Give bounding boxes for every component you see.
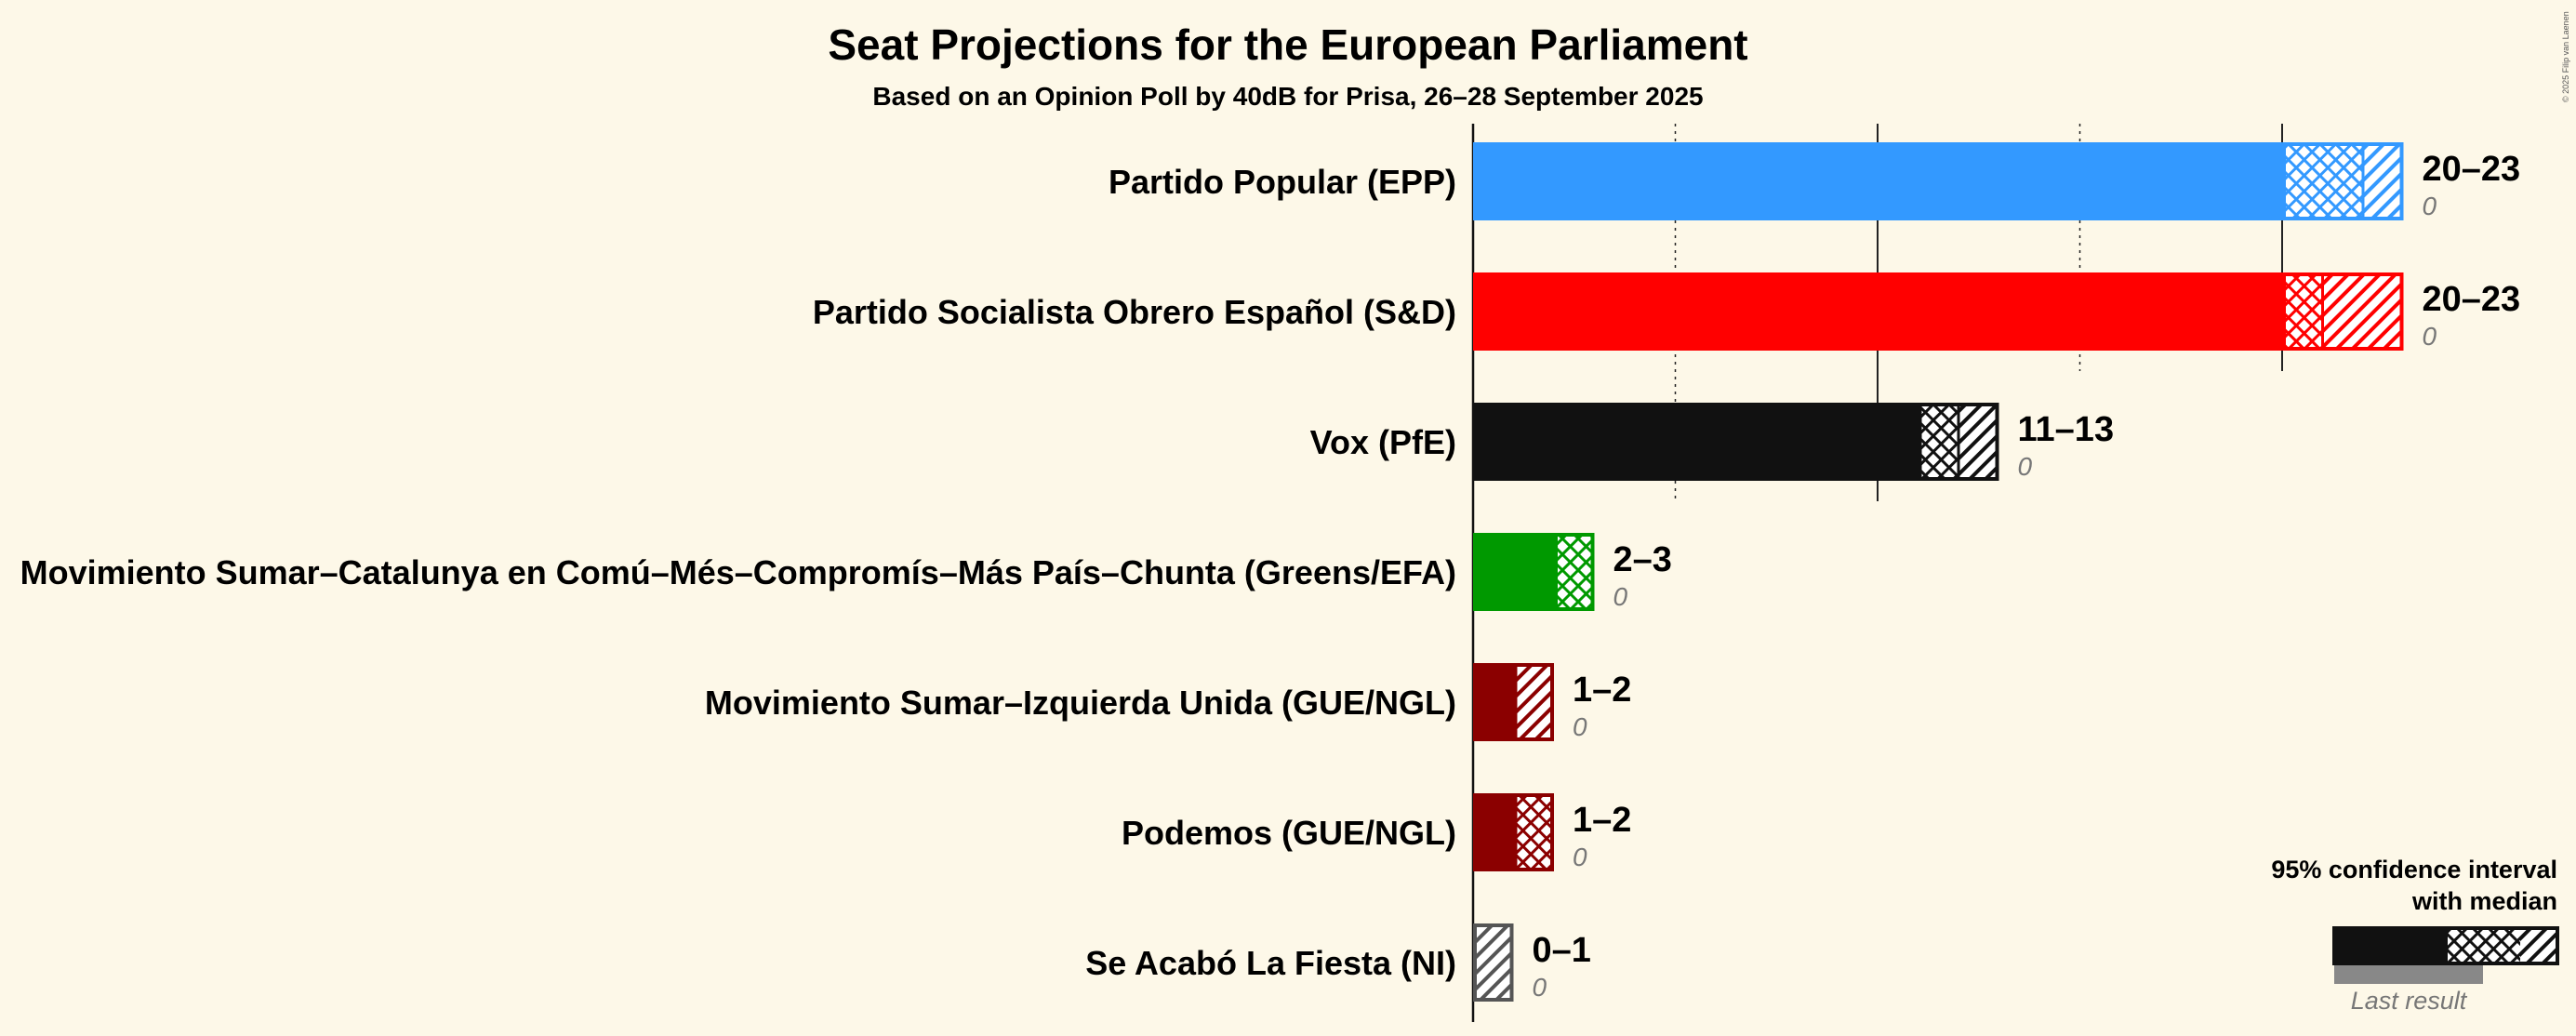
seat-range-label: 20–23	[2423, 150, 2521, 189]
party-bar-0	[1473, 142, 2404, 220]
copyright-credit: © 2025 Filip van Laenen	[2561, 11, 2570, 102]
legend-last-result-label: Last result	[2351, 987, 2468, 1015]
last-result-label: 0	[2423, 192, 2437, 220]
bar-solid-segment	[1473, 403, 1919, 481]
party-label: Vox (PfE)	[1310, 423, 1456, 461]
party-bar-1	[1473, 272, 2404, 351]
party-bar-4	[1473, 663, 1554, 741]
legend-ci-label: 95% confidence interval	[2271, 856, 2557, 883]
legend-crosshatch-segment	[2444, 926, 2520, 965]
bar-interval-outline	[2282, 142, 2404, 220]
party-label: Movimiento Sumar–Catalunya en Comú–Més–C…	[20, 553, 1456, 591]
seat-range-label: 2–3	[1613, 540, 1672, 579]
bar-hatch-segment	[1959, 403, 1999, 481]
party-label: Se Acabó La Fiesta (NI)	[1085, 944, 1456, 982]
party-label: Podemos (GUE/NGL)	[1122, 814, 1456, 852]
chart-subtitle: Based on an Opinion Poll by 40dB for Pri…	[872, 82, 1703, 111]
bar-crosshatch-segment	[1513, 793, 1554, 871]
bar-interval-outline	[1554, 533, 1595, 611]
bar-crosshatch-segment	[2282, 142, 2363, 220]
legend-solid-segment	[2332, 926, 2444, 965]
party-label: Partido Socialista Obrero Español (S&D)	[813, 293, 1456, 331]
legend-interval-outline	[2444, 926, 2559, 965]
party-label: Partido Popular (EPP)	[1109, 163, 1456, 201]
seat-range-label: 0–1	[1533, 931, 1591, 970]
last-result-label: 0	[2423, 322, 2437, 351]
bars-group	[1473, 142, 2404, 1002]
chart-title: Seat Projections for the European Parlia…	[828, 20, 1747, 69]
last-result-label: 0	[2018, 452, 2033, 481]
legend-median-label: with median	[2411, 887, 2557, 915]
seat-range-label: 11–13	[2018, 410, 2115, 449]
legend-hatch-segment	[2520, 926, 2559, 965]
bar-solid-segment	[1473, 533, 1554, 611]
last-result-label: 0	[1573, 712, 1587, 741]
legend-last-result-bar	[2334, 965, 2483, 984]
legend: 95% confidence interval with median Last…	[2271, 856, 2559, 1015]
bar-solid-segment	[1473, 142, 2282, 220]
bar-interval-outline	[2282, 272, 2404, 351]
bar-crosshatch-segment	[1554, 533, 1595, 611]
party-bar-2	[1473, 403, 1999, 481]
bar-hatch-segment	[1513, 663, 1554, 741]
party-bar-6	[1473, 923, 1514, 1002]
seat-range-label: 1–2	[1573, 671, 1631, 710]
bar-hatch-segment	[2322, 272, 2404, 351]
seat-range-label: 1–2	[1573, 801, 1631, 840]
party-label: Movimiento Sumar–Izquierda Unida (GUE/NG…	[705, 684, 1456, 722]
bar-interval-outline	[1513, 663, 1554, 741]
party-bar-3	[1473, 533, 1595, 611]
bar-crosshatch-segment	[2282, 272, 2323, 351]
last-result-label: 0	[1573, 843, 1587, 871]
seat-range-label: 20–23	[2423, 280, 2521, 319]
bar-crosshatch-segment	[1918, 403, 1959, 481]
labels-group: Partido Popular (EPP) 20–23 0 Partido Socia…	[20, 150, 2521, 1002]
bar-hatch-segment	[1473, 923, 1514, 1002]
last-result-label: 0	[1533, 973, 1547, 1002]
bar-interval-outline	[1513, 793, 1554, 871]
bar-hatch-segment	[2363, 142, 2404, 220]
bar-solid-segment	[1473, 272, 2282, 351]
last-result-label: 0	[1613, 582, 1628, 611]
bar-solid-segment	[1473, 793, 1514, 871]
bar-interval-outline	[1473, 923, 1514, 1002]
bar-solid-segment	[1473, 663, 1514, 741]
party-bar-5	[1473, 793, 1554, 871]
